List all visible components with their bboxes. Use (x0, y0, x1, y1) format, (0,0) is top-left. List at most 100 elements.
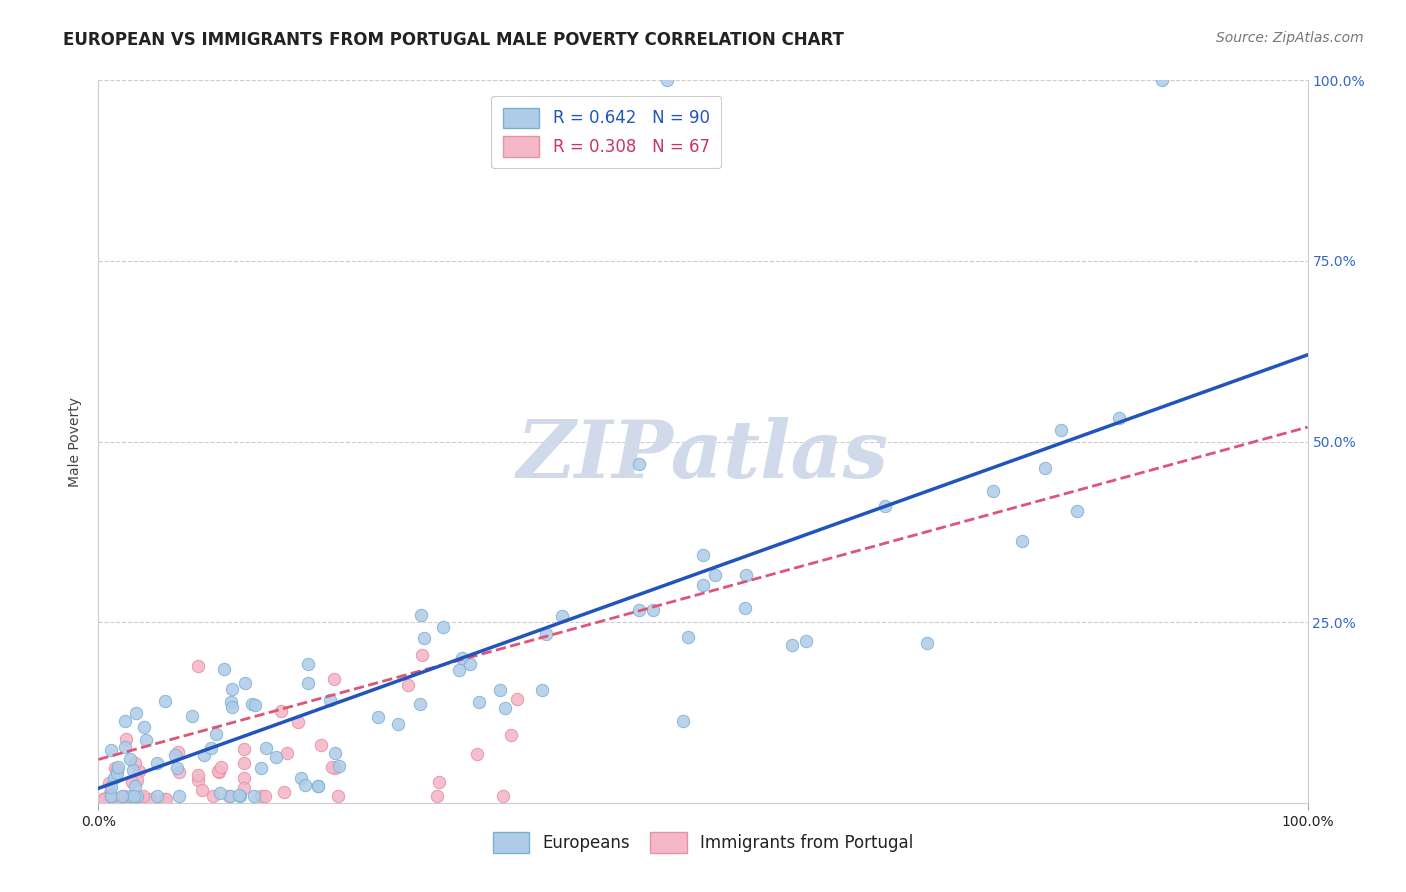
Point (98, 786, 121, 800)
Point (465, 747, 488, 762)
Point (146, 789, 169, 803)
Point (97, 792, 120, 806)
Point (273, 785, 295, 799)
Point (200, 740, 222, 755)
Point (121, 763, 143, 777)
Point (1050, 423, 1073, 437)
Point (111, 792, 134, 806)
Point (232, 742, 254, 756)
Point (297, 675, 319, 690)
Point (672, 714, 695, 728)
Point (981, 484, 1004, 499)
Point (166, 761, 188, 775)
Point (118, 752, 141, 766)
Point (105, 766, 128, 780)
Point (307, 779, 329, 793)
Point (93, 792, 115, 806)
Point (232, 781, 254, 796)
Point (191, 783, 214, 797)
Point (128, 764, 150, 778)
Point (112, 789, 135, 804)
Point (127, 792, 149, 806)
Point (326, 789, 349, 803)
Point (692, 578, 714, 592)
Point (534, 627, 557, 641)
Point (163, 748, 186, 763)
Point (297, 657, 319, 671)
Point (426, 789, 449, 803)
Point (103, 792, 125, 806)
Point (367, 710, 389, 724)
Point (218, 789, 240, 803)
Point (1011, 534, 1033, 549)
Point (641, 603, 664, 617)
Point (458, 657, 481, 671)
Point (794, 634, 817, 648)
Point (207, 764, 229, 779)
Point (93, 792, 115, 806)
Point (450, 651, 472, 665)
Point (155, 792, 177, 806)
Point (153, 792, 176, 806)
Point (413, 632, 436, 646)
Y-axis label: Male Poverty: Male Poverty (69, 397, 83, 486)
Point (494, 701, 516, 715)
Point (628, 602, 651, 616)
Point (93, 792, 115, 806)
Point (103, 771, 125, 785)
Point (120, 789, 142, 803)
Point (655, 73, 678, 87)
Point (93, 792, 115, 806)
Text: EUROPEAN VS IMMIGRANTS FROM PORTUGAL MALE POVERTY CORRELATION CHART: EUROPEAN VS IMMIGRANTS FROM PORTUGAL MAL… (63, 31, 844, 49)
Point (678, 630, 700, 644)
Point (307, 779, 329, 793)
Point (134, 720, 156, 734)
Point (447, 663, 470, 677)
Point (122, 789, 145, 803)
Point (249, 761, 271, 775)
Point (915, 636, 938, 650)
Point (125, 789, 148, 803)
Point (107, 792, 129, 806)
Point (100, 789, 122, 803)
Point (264, 750, 287, 764)
Point (219, 789, 242, 803)
Point (323, 761, 346, 775)
Point (139, 792, 162, 806)
Point (1033, 461, 1056, 475)
Point (111, 789, 134, 803)
Point (1108, 411, 1130, 425)
Point (492, 789, 515, 803)
Legend: Europeans, Immigrants from Portugal: Europeans, Immigrants from Portugal (486, 826, 920, 860)
Point (132, 789, 155, 803)
Point (294, 778, 316, 792)
Point (240, 698, 263, 712)
Point (208, 786, 231, 800)
Point (242, 789, 264, 803)
Point (249, 789, 271, 803)
Point (100, 780, 122, 794)
Point (114, 714, 136, 728)
Point (153, 693, 176, 707)
Point (253, 789, 276, 803)
Point (309, 738, 332, 752)
Point (166, 745, 188, 759)
Point (93, 792, 115, 806)
Point (112, 792, 135, 806)
Point (103, 761, 125, 775)
Point (167, 789, 190, 803)
Point (115, 792, 138, 806)
Point (97, 776, 120, 790)
Point (328, 759, 350, 773)
Point (187, 659, 209, 673)
Point (124, 780, 146, 794)
Text: ZIPatlas: ZIPatlas (517, 417, 889, 495)
Point (228, 788, 250, 802)
Point (488, 683, 510, 698)
Point (181, 708, 204, 723)
Point (692, 548, 714, 562)
Point (287, 715, 309, 730)
Point (107, 760, 129, 774)
Point (100, 789, 122, 803)
Point (232, 771, 254, 785)
